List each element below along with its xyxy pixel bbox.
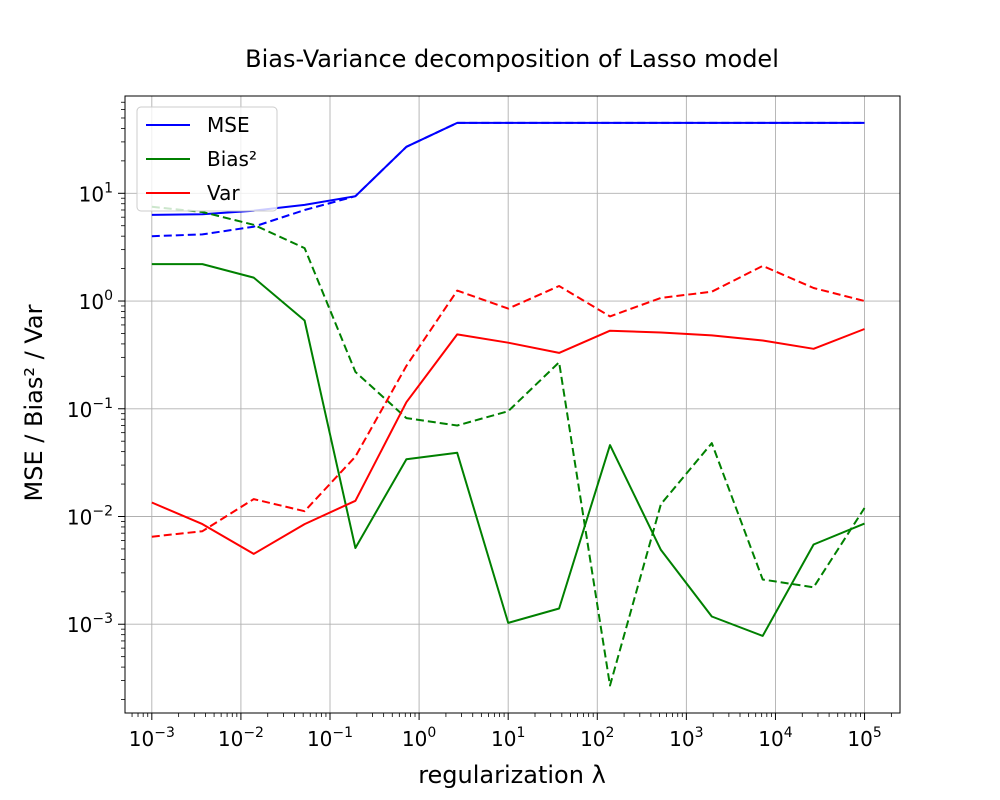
var-dashed-line — [151, 264, 865, 538]
series-lines — [151, 121, 866, 687]
x-tick-label-base: 10 — [402, 727, 427, 751]
x-tick-label-exponent: −3 — [154, 725, 175, 741]
x-tick-label-exponent: 4 — [784, 725, 793, 741]
axis-ticks: 10−3 10−2 10−1 100 101 102 103 104 10510−310−210… — [67, 101, 892, 751]
x-tick-label: 104 — [758, 725, 792, 751]
x-tick-label-base: 10 — [129, 727, 154, 751]
bias-dashed-line — [151, 205, 866, 687]
y-tick-label: 10−1 — [67, 396, 113, 422]
legend-box — [136, 106, 278, 212]
x-tick-label-base: 10 — [669, 727, 694, 751]
x-tick-label-base: 10 — [758, 727, 783, 751]
plot-frame — [124, 95, 901, 714]
y-tick-label: 100 — [79, 288, 113, 314]
y-tick-label-exponent: −3 — [92, 611, 113, 627]
x-tick-label-exponent: 0 — [427, 725, 436, 741]
x-tick-label-base: 10 — [580, 727, 605, 751]
chart-title: Bias-Variance decomposition of Lasso mod… — [245, 45, 779, 73]
y-tick-label-base: 10 — [67, 506, 92, 530]
y-tick-label-exponent: 0 — [104, 288, 113, 304]
x-tick-label-exponent: 1 — [516, 725, 525, 741]
x-tick-label: 105 — [847, 725, 881, 751]
y-tick-label: 10−3 — [67, 611, 113, 637]
y-tick-label-exponent: −2 — [92, 504, 113, 520]
x-tick-label: 100 — [402, 725, 436, 751]
y-tick-label-base: 10 — [79, 182, 104, 206]
legend: MSE Bias² Var — [136, 106, 278, 212]
legend-label: Var — [207, 181, 240, 205]
x-tick-label: 10−2 — [218, 725, 264, 751]
y-tick-label-exponent: −1 — [92, 396, 113, 412]
y-tick-label-exponent: 1 — [104, 180, 113, 196]
bias-solid-line — [151, 263, 865, 637]
y-axis-label: MSE / Bias² / Var — [20, 304, 48, 501]
x-tick-label: 103 — [669, 725, 703, 751]
x-tick-label: 10−1 — [307, 725, 353, 751]
x-tick-label-exponent: −1 — [332, 725, 353, 741]
x-tick-label-base: 10 — [218, 727, 243, 751]
mse-dashed-line — [151, 121, 865, 238]
x-tick-label-base: 10 — [491, 727, 516, 751]
y-tick-label-base: 10 — [79, 290, 104, 314]
x-tick-label-base: 10 — [307, 727, 332, 751]
var-solid-line — [151, 328, 865, 555]
x-tick-label: 101 — [491, 725, 525, 751]
x-tick-label: 10−3 — [129, 725, 175, 751]
x-axis-label: regularization λ — [418, 761, 606, 789]
grid — [125, 96, 900, 713]
y-tick-label: 101 — [79, 180, 113, 206]
legend-label: MSE — [207, 113, 250, 137]
x-tick-label-exponent: −2 — [243, 725, 264, 741]
y-tick-label: 10−2 — [67, 504, 113, 530]
x-tick-label-exponent: 2 — [606, 725, 615, 741]
x-tick-label-exponent: 3 — [695, 725, 704, 741]
y-tick-label-base: 10 — [67, 613, 92, 637]
x-tick-label-exponent: 5 — [873, 725, 882, 741]
y-tick-label-base: 10 — [67, 398, 92, 422]
x-tick-label: 102 — [580, 725, 614, 751]
x-tick-label-base: 10 — [847, 727, 872, 751]
legend-label: Bias² — [207, 147, 257, 171]
